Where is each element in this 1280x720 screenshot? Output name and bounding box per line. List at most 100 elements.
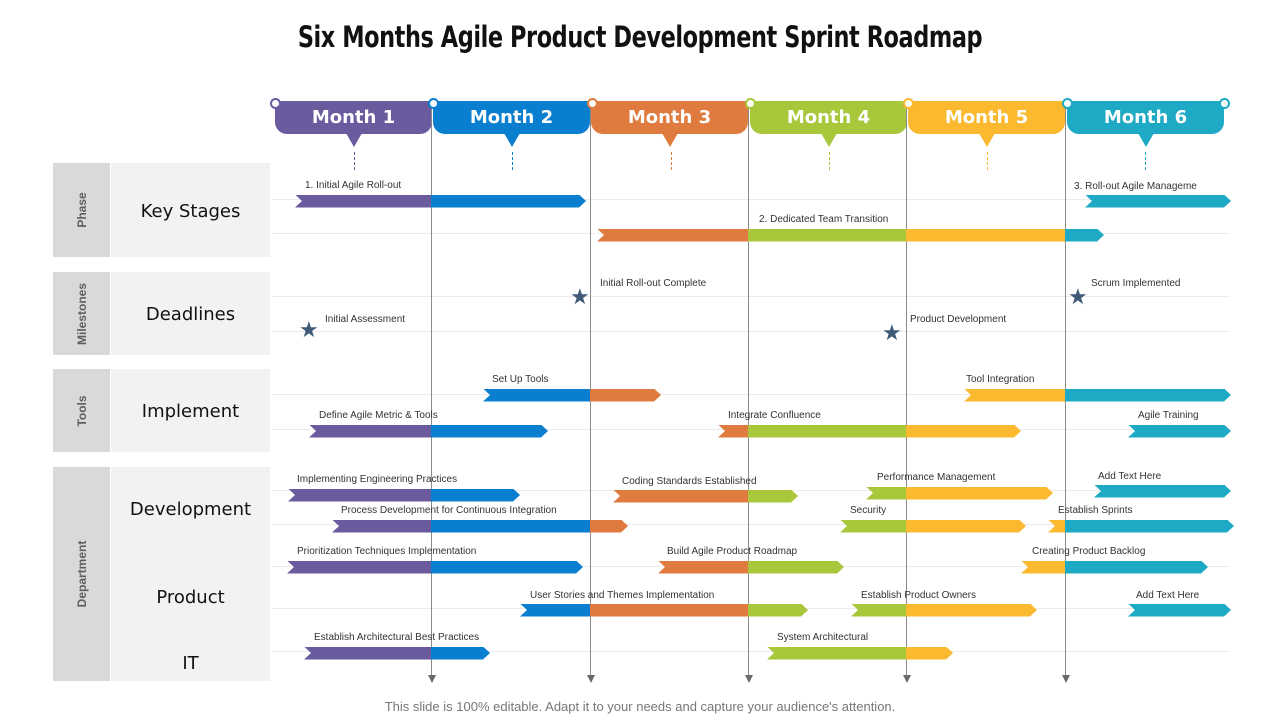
bar-segment <box>906 228 1065 242</box>
month-label: Month 1 <box>311 107 396 128</box>
bar-segment <box>431 560 583 574</box>
bar-segment <box>590 519 628 533</box>
milestone-label: Initial Roll-out Complete <box>600 278 707 289</box>
bar-label: Process Development for Continuous Integ… <box>341 505 557 516</box>
bar-segment <box>1065 388 1231 402</box>
bar-segment <box>840 519 906 533</box>
bar-segment <box>287 560 431 574</box>
header-dot <box>587 98 598 109</box>
row-line <box>272 651 1230 652</box>
star-icon: ★ <box>1068 284 1088 309</box>
bar-segment <box>1065 228 1104 242</box>
month-header-5: Month 5 <box>908 101 1065 147</box>
header-dot <box>1062 98 1073 109</box>
row-line <box>272 199 1230 200</box>
month-label: Month 2 <box>469 107 554 128</box>
bar-label: Establish Architectural Best Practices <box>314 632 480 643</box>
month-divider <box>748 106 749 681</box>
month-label: Month 3 <box>627 107 712 128</box>
bar-segment <box>520 603 590 617</box>
bar-label: Coding Standards Established <box>622 476 757 487</box>
bar-segment <box>1128 424 1231 438</box>
bar-label: Implementing Engineering Practices <box>297 474 458 485</box>
pointer-icon <box>503 133 520 147</box>
arrow-down-icon <box>587 675 595 683</box>
bar-segment <box>613 489 748 503</box>
dash-tick <box>671 152 672 170</box>
pointer-icon <box>1137 133 1154 147</box>
bar-segment <box>748 489 798 503</box>
bar-segment <box>483 388 590 402</box>
bar-label: 2. Dedicated Team Transition <box>759 214 889 225</box>
dash-tick <box>354 152 355 170</box>
bar-segment <box>906 424 1021 438</box>
page-title: Six Months Agile Product Development Spr… <box>297 20 983 54</box>
month-header-2: Month 2 <box>433 101 590 147</box>
category-label: Phase <box>74 192 89 228</box>
footer-note: This slide is 100% editable. Adapt it to… <box>384 699 896 714</box>
pointer-icon <box>820 133 837 147</box>
bar-label: 1. Initial Agile Roll-out <box>305 180 402 191</box>
month-header-6: Month 6 <box>1067 101 1224 147</box>
bar-segment <box>1085 194 1231 208</box>
bar-label: Integrate Confluence <box>728 410 821 421</box>
bar-label: Performance Management <box>877 472 996 483</box>
bar-label: Creating Product Backlog <box>1032 546 1146 557</box>
bar-segment <box>1021 560 1065 574</box>
row-label-product: Product <box>156 587 225 608</box>
bar-segment <box>851 603 906 617</box>
row-line <box>272 394 1230 395</box>
category-label: Milestones <box>74 282 89 345</box>
month-header-4: Month 4 <box>750 101 907 147</box>
header-dot <box>270 98 281 109</box>
row-bg-department <box>111 467 270 681</box>
row-bg-deadlines <box>111 272 270 355</box>
category-label: Department <box>74 540 89 608</box>
bar-segment <box>431 488 520 502</box>
bar-label: 3. Roll-out Agile Manageme <box>1074 181 1197 192</box>
bar-label: Define Agile Metric & Tools <box>319 410 438 421</box>
bar-segment <box>748 560 844 574</box>
bar-segment <box>590 388 661 402</box>
category-milestones: Milestones <box>53 272 110 355</box>
bar-segment <box>767 646 906 660</box>
pointer-icon <box>345 133 362 147</box>
bar-segment <box>748 424 906 438</box>
milestone-label: Product Development <box>910 314 1007 325</box>
month-divider <box>431 106 432 681</box>
bar-label: Agile Training <box>1138 410 1199 421</box>
bar-label: System Architectural <box>777 632 869 643</box>
bar-segment <box>748 228 906 242</box>
bar-label: Security <box>850 505 887 516</box>
bar-segment <box>288 488 431 502</box>
bar-segment <box>431 646 490 660</box>
bar-label: Prioritization Techniques Implementation <box>297 546 477 557</box>
row-bg-key-stages <box>111 163 270 257</box>
arrow-down-icon <box>745 675 753 683</box>
bar-segment <box>1094 484 1231 498</box>
header-dot <box>903 98 914 109</box>
bar-segment <box>597 228 748 242</box>
header-dot <box>745 98 756 109</box>
bar-segment <box>309 424 431 438</box>
arrow-down-icon <box>1062 675 1070 683</box>
bar-segment <box>295 194 431 208</box>
arrow-down-icon <box>428 675 436 683</box>
month-header-1: Month 1 <box>275 101 432 147</box>
bar-segment <box>431 424 548 438</box>
category-department: Department <box>53 467 110 681</box>
month-divider <box>906 106 907 681</box>
row-label-it: IT <box>182 653 199 674</box>
bar-label: Establish Product Owners <box>861 590 977 601</box>
row-label-deadlines: Deadlines <box>145 304 236 325</box>
row-label-key-stages: Key Stages <box>140 201 241 222</box>
bar-segment <box>964 388 1065 402</box>
bar-label: Build Agile Product Roadmap <box>667 546 798 557</box>
month-label: Month 4 <box>786 107 871 128</box>
bar-segment <box>1065 519 1234 533</box>
category-phase: Phase <box>53 163 110 257</box>
month-header-3: Month 3 <box>591 101 748 147</box>
milestone-label: Initial Assessment <box>325 314 406 325</box>
milestone-label: Scrum Implemented <box>1091 278 1181 289</box>
month-label: Month 6 <box>1103 107 1188 128</box>
